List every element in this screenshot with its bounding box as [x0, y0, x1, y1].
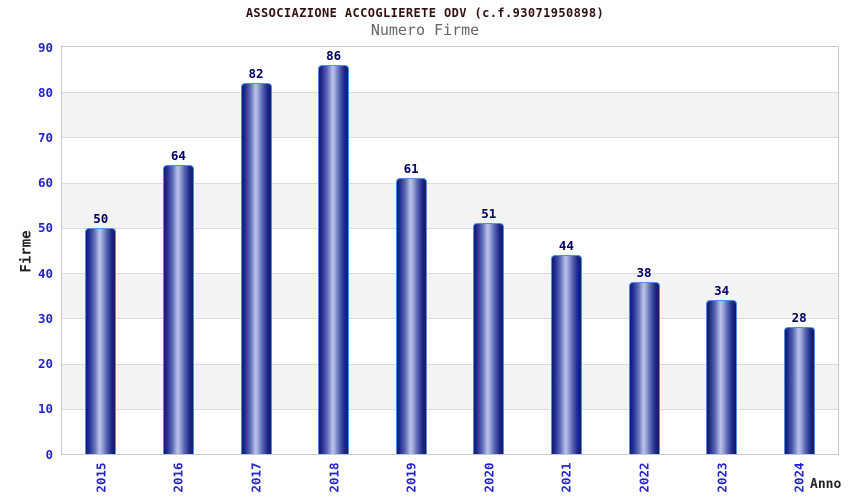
bar-value-label: 44 [558, 238, 574, 254]
gridline [62, 364, 838, 365]
bar-2017 [240, 83, 272, 454]
x-tick-label: 2018 [326, 462, 342, 493]
x-tick-label: 2023 [714, 462, 730, 493]
x-tick-label: 2020 [481, 462, 497, 493]
chart-title: ASSOCIAZIONE ACCOGLIERETE ODV (c.f.93071… [245, 6, 605, 20]
bar-value-label: 61 [403, 161, 419, 177]
plot-area: 50 64 82 86 61 51 44 38 34 28 [61, 46, 839, 455]
bar-2022 [628, 282, 660, 454]
gridline [62, 228, 838, 229]
x-tick-label: 2017 [248, 462, 264, 493]
gridline [62, 273, 838, 274]
x-tick-label: 2022 [636, 462, 652, 493]
y-tick-label: 0 [45, 446, 53, 462]
bar-value-label: 82 [248, 66, 264, 82]
bar-value-label: 86 [326, 48, 342, 64]
y-tick-label: 60 [37, 175, 53, 191]
bar-value-label: 50 [93, 210, 109, 226]
y-tick-label: 40 [37, 265, 53, 281]
y-tick-label: 50 [37, 220, 53, 236]
x-axis-title: Anno [810, 477, 842, 492]
gridline [62, 409, 838, 410]
bar-2023 [706, 300, 738, 454]
gridline [62, 183, 838, 184]
bar-2024 [783, 327, 815, 454]
bar-2019 [395, 178, 427, 454]
bar-2020 [473, 223, 505, 454]
x-tick-label: 2021 [558, 462, 574, 493]
y-tick-label: 70 [37, 129, 53, 145]
y-tick-label: 90 [37, 39, 53, 55]
y-tick-label: 10 [37, 401, 53, 417]
y-tick-label: 30 [37, 310, 53, 326]
plot-band [62, 92, 838, 138]
chart-subtitle: Numero Firme [370, 21, 480, 39]
bar-value-label: 28 [791, 310, 807, 326]
bar-value-label: 34 [714, 283, 730, 299]
bar-2021 [550, 255, 582, 454]
y-tick-label: 20 [37, 356, 53, 372]
x-tick-label: 2024 [791, 462, 807, 493]
bar-2016 [162, 164, 194, 454]
gridline [62, 92, 838, 93]
y-tick-label: 80 [37, 84, 53, 100]
x-tick-label: 2015 [93, 462, 109, 493]
bar-2015 [85, 227, 117, 454]
bar-value-label: 38 [636, 265, 652, 281]
gridline [62, 318, 838, 319]
bar-value-label: 51 [481, 206, 497, 222]
bar-2018 [318, 65, 350, 454]
gridline [62, 137, 838, 138]
bar-value-label: 64 [170, 147, 186, 163]
x-tick-label: 2019 [403, 462, 419, 493]
x-tick-label: 2016 [170, 462, 186, 493]
